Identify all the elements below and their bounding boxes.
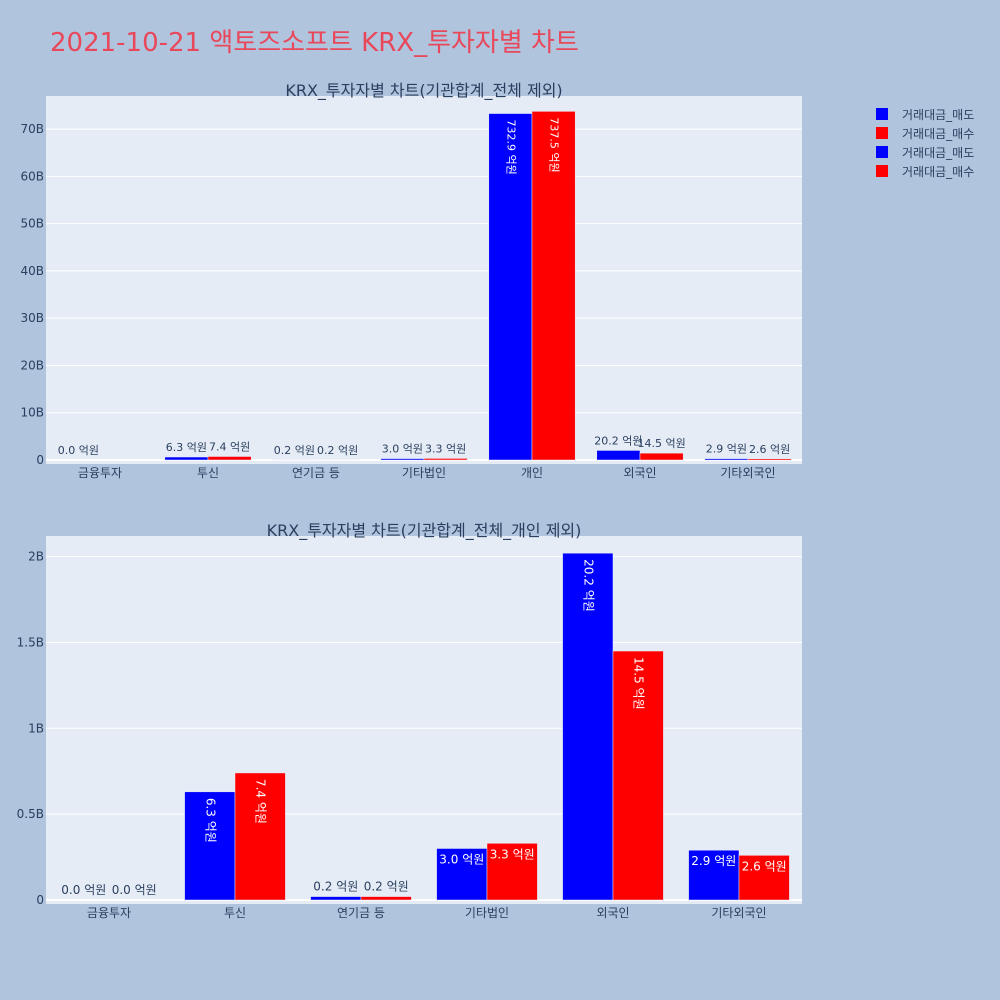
y-tick-label: 40B	[20, 264, 44, 278]
legend-swatch	[876, 165, 888, 177]
y-tick-label: 30B	[20, 311, 44, 325]
y-tick-label: 10B	[20, 406, 44, 420]
plot-area	[46, 536, 802, 904]
data-label: 2.6 억원	[742, 859, 787, 873]
data-label: 20.2 억원	[594, 434, 642, 447]
bar-sell	[488, 113, 533, 461]
chart-institution-individual-excluded: KRX_투자자별 차트(기관합계_전체_개인 제외) 0 0.5B 1B 1.5B 2B…	[17, 521, 802, 920]
plot-area	[46, 96, 802, 464]
data-label: 20.2 억원	[581, 559, 595, 612]
y-tick-label: 0	[36, 453, 44, 467]
x-tick-label: 투신	[197, 466, 219, 480]
bar-buy	[360, 896, 412, 901]
y-tick-label: 2B	[28, 550, 44, 564]
data-label: 3.3 억원	[425, 442, 466, 455]
bar-sell	[380, 458, 425, 461]
x-tick-label: 개인	[521, 466, 543, 480]
data-label: 7.4 억원	[209, 441, 250, 454]
bar-buy	[639, 452, 684, 461]
bar-buy	[207, 456, 252, 461]
legend-swatch	[876, 108, 888, 120]
bar-buy	[234, 772, 286, 901]
y-tick-label: 0	[36, 893, 44, 907]
x-tick-label: 투신	[224, 906, 246, 920]
x-tick-label: 기타법인	[465, 906, 509, 920]
bar-sell	[436, 848, 488, 901]
chart-institution-excluded: KRX_투자자별 차트(기관합계_전체 제외) 0 10B 20B 30B 40B 50B…	[20, 81, 802, 480]
data-label: 732.9 억원	[504, 120, 517, 175]
x-tick-label: 연기금 등	[337, 906, 385, 920]
x-tick-label: 외국인	[596, 906, 629, 920]
bar-buy	[612, 650, 664, 901]
data-label: 3.0 억원	[382, 443, 423, 456]
data-label: 737.5 억원	[548, 117, 561, 172]
data-label: 7.4 억원	[254, 779, 268, 824]
bar-sell	[184, 791, 236, 901]
y-tick-label: 0.5B	[17, 807, 44, 821]
bar-buy	[531, 111, 576, 461]
legend-label: 거래대금_매수	[902, 127, 974, 141]
y-tick-label: 70B	[20, 122, 44, 136]
bar-sell	[596, 450, 641, 461]
y-tick-label: 60B	[20, 169, 44, 183]
bar-sell	[704, 458, 749, 461]
data-label: 2.6 억원	[749, 443, 790, 456]
bar-buy	[486, 843, 538, 901]
chart-title: KRX_투자자별 차트(기관합계_전체 제외)	[285, 81, 562, 101]
bar-sell	[688, 849, 740, 901]
data-label: 2.9 억원	[691, 854, 736, 868]
x-tick-label: 기타법인	[402, 466, 446, 480]
bar-buy	[423, 458, 468, 461]
data-label: 0.0 억원	[112, 883, 157, 897]
legend-label: 거래대금_매도	[902, 146, 974, 160]
x-tick-label: 금융투자	[87, 906, 131, 920]
bar-sell	[164, 456, 209, 461]
y-tick-label: 50B	[20, 217, 44, 231]
data-label: 14.5 억원	[637, 437, 685, 450]
x-tick-label: 금융투자	[78, 466, 122, 480]
y-tick-label: 1B	[28, 721, 44, 735]
bar-buy	[738, 855, 790, 901]
data-label: 3.0 억원	[439, 852, 484, 866]
legend-label: 거래대금_매도	[902, 108, 974, 122]
page-title: 2021-10-21 액토즈소프트 KRX_투자자별 차트	[50, 28, 579, 58]
data-label: 14.5 억원	[632, 657, 646, 710]
legend-swatch	[876, 146, 888, 158]
data-label: 0.0 억원	[61, 883, 106, 897]
bar-buy	[747, 458, 792, 461]
x-tick-label: 외국인	[623, 466, 656, 480]
data-label: 0.2 억원	[274, 444, 315, 457]
bar-sell	[310, 896, 362, 901]
x-tick-label: 기타외국인	[720, 466, 775, 480]
data-label: 6.3 억원	[166, 441, 207, 454]
data-label: 3.3 억원	[490, 847, 535, 861]
x-tick-label: 기타외국인	[711, 906, 766, 920]
data-label: 0.0 억원	[58, 444, 99, 457]
data-label: 0.2 억원	[313, 880, 358, 894]
legend-label: 거래대금_매수	[902, 165, 974, 179]
data-label: 2.9 억원	[706, 443, 747, 456]
chart-title: KRX_투자자별 차트(기관합계_전체_개인 제외)	[267, 521, 582, 541]
x-tick-label: 연기금 등	[292, 466, 340, 480]
data-label: 6.3 억원	[203, 798, 217, 843]
data-label: 0.2 억원	[364, 880, 409, 894]
y-tick-label: 20B	[20, 358, 44, 372]
legend-swatch	[876, 127, 888, 139]
bar-sell	[562, 552, 614, 901]
y-tick-label: 1.5B	[17, 635, 44, 649]
data-label: 0.2 억원	[317, 444, 358, 457]
